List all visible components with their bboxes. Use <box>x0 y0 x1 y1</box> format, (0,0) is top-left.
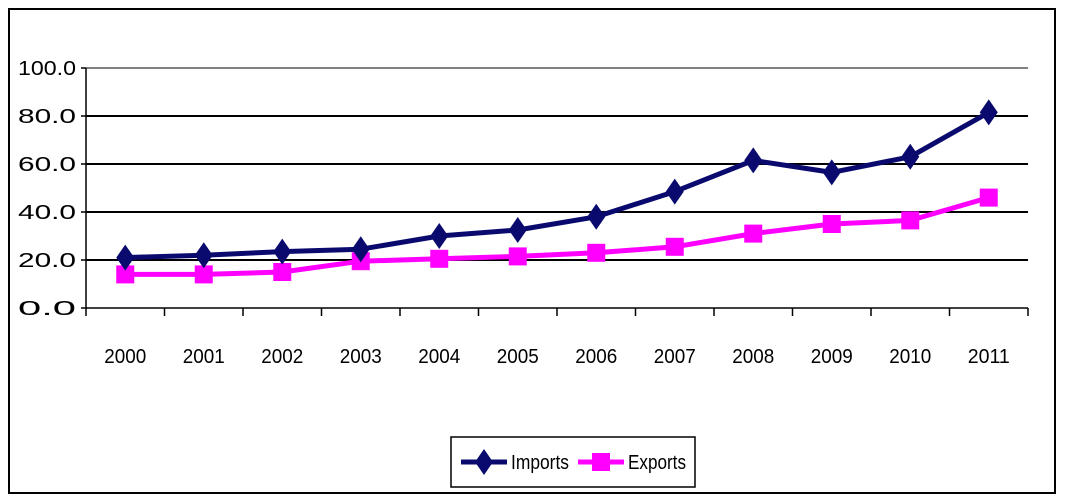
data-point-imports <box>116 244 135 271</box>
chart-frame <box>8 8 1056 494</box>
x-tick-label: 2010 <box>889 346 931 368</box>
legend-label: Imports <box>511 452 569 474</box>
y-tick-labels: 0.0 20.0 40.0 60.0 80.0 100.0 <box>18 58 76 320</box>
data-point-exports <box>116 265 135 284</box>
legend-item-imports: Imports <box>461 449 569 475</box>
x-tick-label: 2004 <box>418 346 460 368</box>
data-point-imports <box>508 217 527 243</box>
x-tick-label: 2002 <box>261 346 303 368</box>
x-tick-label: 2011 <box>968 346 1010 368</box>
x-tick-labels: 2000 2001 2002 2003 2004 2005 2006 2007 2008 2009… <box>104 346 1010 368</box>
data-point-exports <box>587 243 606 262</box>
series-line-imports <box>125 110 990 261</box>
y-tick-label: 40.0 <box>18 202 76 224</box>
data-point-imports <box>665 178 684 205</box>
data-point-imports <box>430 223 449 249</box>
x-tick-label: 2008 <box>732 346 774 368</box>
x-tick-label: 2005 <box>497 346 539 368</box>
data-point-imports <box>194 242 213 269</box>
data-point-exports <box>194 265 213 284</box>
data-point-imports <box>351 236 370 263</box>
x-tick-label: 2006 <box>575 346 617 368</box>
data-point-imports <box>744 147 763 174</box>
data-point-imports <box>979 99 998 126</box>
series-exports <box>116 188 998 284</box>
y-tick-label: 0.0 <box>18 298 76 320</box>
y-tick-label: 60.0 <box>18 154 76 176</box>
legend-swatch-marker <box>592 453 610 471</box>
gridlines <box>86 67 1028 261</box>
axes <box>81 67 1029 316</box>
series-imports <box>116 99 998 271</box>
x-tick-label: 2007 <box>654 346 696 368</box>
data-point-exports <box>430 249 449 268</box>
x-tick-label: 2003 <box>340 346 382 368</box>
series-line-exports <box>125 195 990 277</box>
data-point-exports <box>508 247 527 266</box>
y-tick-label: 100.0 <box>18 58 76 80</box>
x-tick-label: 2001 <box>183 346 225 368</box>
legend-swatch-marker <box>475 449 493 475</box>
data-point-imports <box>273 238 292 265</box>
legend-item-exports: Exports <box>578 452 686 474</box>
data-point-exports <box>901 211 920 230</box>
data-point-exports <box>744 224 763 243</box>
x-tick-label: 2009 <box>811 346 853 368</box>
legend-label: Exports <box>628 452 686 474</box>
y-tick-label: 20.0 <box>18 250 76 272</box>
data-point-imports <box>587 203 606 230</box>
data-point-imports <box>822 159 841 186</box>
data-point-exports <box>273 263 292 281</box>
legend: Imports Exports <box>450 436 696 488</box>
data-point-exports <box>979 188 998 207</box>
x-tick-label: 2000 <box>104 346 146 368</box>
data-point-exports <box>665 237 684 256</box>
data-point-exports <box>822 215 841 233</box>
data-point-imports <box>901 143 920 170</box>
series <box>116 99 998 284</box>
y-tick-label: 80.0 <box>18 106 76 128</box>
